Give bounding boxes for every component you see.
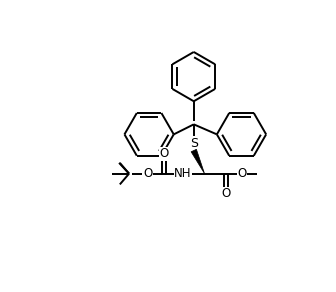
Text: S: S <box>190 137 198 150</box>
Text: O: O <box>221 187 231 200</box>
Text: O: O <box>238 167 247 180</box>
Polygon shape <box>191 149 205 174</box>
Text: O: O <box>143 167 152 180</box>
Text: O: O <box>159 147 168 160</box>
Text: NH: NH <box>174 167 192 180</box>
